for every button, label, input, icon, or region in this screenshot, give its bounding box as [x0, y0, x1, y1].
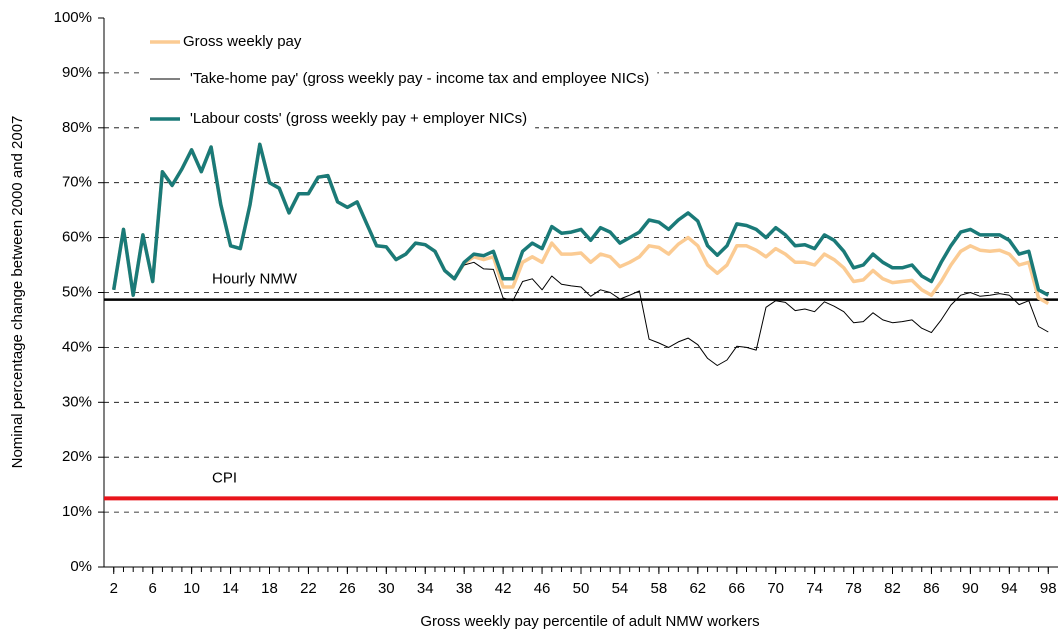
x-tick-label: 10: [183, 580, 200, 597]
y-tick-label: 20%: [62, 448, 92, 465]
reference-label: Hourly NMW: [212, 271, 298, 288]
legend-label: 'Labour costs' (gross weekly pay + emplo…: [190, 110, 527, 127]
x-tick-label: 6: [149, 580, 157, 597]
y-tick-label: 0%: [70, 558, 92, 575]
y-tick-label: 30%: [62, 393, 92, 410]
x-tick-label: 46: [534, 580, 551, 597]
legend-label: Gross weekly pay: [183, 33, 302, 50]
x-tick-label: 94: [1001, 580, 1018, 597]
x-tick-label: 82: [884, 580, 901, 597]
reference-label: CPI: [212, 469, 237, 486]
x-tick-label: 58: [651, 580, 668, 597]
y-tick-label: 70%: [62, 174, 92, 191]
y-tick-label: 100%: [54, 9, 92, 26]
x-tick-label: 26: [339, 580, 356, 597]
x-tick-label: 42: [495, 580, 512, 597]
x-tick-label: 18: [261, 580, 278, 597]
x-axis-label: Gross weekly pay percentile of adult NMW…: [420, 613, 759, 630]
y-tick-label: 10%: [62, 503, 92, 520]
x-tick-label: 62: [689, 580, 706, 597]
x-tick-label: 50: [573, 580, 590, 597]
x-tick-label: 38: [456, 580, 473, 597]
legend-background: [140, 105, 536, 131]
x-tick-label: 74: [806, 580, 823, 597]
x-tick-label: 2: [110, 580, 118, 597]
y-axis-label: Nominal percentage change between 2000 a…: [9, 116, 26, 469]
x-tick-label: 98: [1040, 580, 1057, 597]
y-tick-label: 60%: [62, 229, 92, 246]
y-tick-label: 90%: [62, 64, 92, 81]
legend-entry: 'Take-home pay' (gross weekly pay - inco…: [140, 65, 658, 91]
x-tick-label: 78: [845, 580, 862, 597]
x-tick-label: 34: [417, 580, 434, 597]
x-tick-label: 66: [728, 580, 745, 597]
legend-entry: Gross weekly pay: [140, 28, 310, 54]
x-tick-label: 14: [222, 580, 239, 597]
legend-entry: 'Labour costs' (gross weekly pay + emplo…: [140, 105, 536, 131]
legend-background: [140, 65, 658, 91]
x-tick-label: 22: [300, 580, 317, 597]
x-tick-label: 54: [612, 580, 629, 597]
series-line: [111, 142, 1050, 297]
x-tick-label: 70: [767, 580, 784, 597]
y-tick-label: 40%: [62, 338, 92, 355]
x-tick-label: 30: [378, 580, 395, 597]
x-tick-label: 86: [923, 580, 940, 597]
y-tick-label: 50%: [62, 283, 92, 300]
x-tick-label: 90: [962, 580, 979, 597]
legend-label: 'Take-home pay' (gross weekly pay - inco…: [190, 70, 649, 87]
y-tick-label: 80%: [62, 119, 92, 136]
